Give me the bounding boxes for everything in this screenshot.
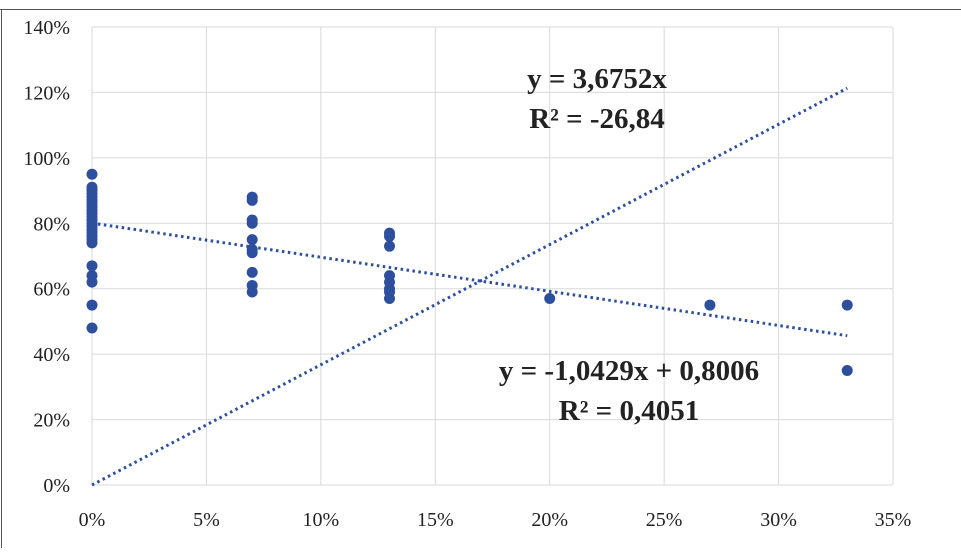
trendline-2-r2: R² = 0,4051 xyxy=(559,395,699,427)
y-tick-label-0: 0% xyxy=(43,475,70,497)
y-tick-label-4: 80% xyxy=(33,213,70,235)
data-point-42 xyxy=(544,293,556,305)
data-point-30 xyxy=(246,247,258,259)
grid xyxy=(91,26,894,486)
trendlines xyxy=(91,86,848,487)
data-point-33 xyxy=(246,286,258,298)
x-tick-label-7: 35% xyxy=(875,509,912,531)
data-points xyxy=(86,168,853,376)
y-tick-label-1: 20% xyxy=(33,410,70,432)
data-point-23 xyxy=(86,322,98,334)
data-point-0 xyxy=(86,168,98,180)
trendline-1-label: y = 3,6752x R² = -26,84 xyxy=(527,63,667,135)
x-tick-label-0: 0% xyxy=(79,509,106,531)
trendline-2-label: y = -1,0429x + 0,8006 R² = 0,4051 xyxy=(499,355,759,427)
x-tick-label-5: 25% xyxy=(646,509,683,531)
y-tick-label-3: 60% xyxy=(33,279,70,301)
trendline-2 xyxy=(91,221,848,338)
x-tick-label-4: 20% xyxy=(531,509,568,531)
data-point-31 xyxy=(246,266,258,278)
data-point-43 xyxy=(704,299,716,311)
data-point-25 xyxy=(246,194,258,206)
data-point-21 xyxy=(86,276,98,288)
data-point-41 xyxy=(384,293,396,305)
trendline-1 xyxy=(91,86,848,487)
y-tick-label-5: 100% xyxy=(23,148,70,170)
x-axis-tick-labels: 0% 5% 10% 15% 20% 25% 30% 35% xyxy=(79,509,912,531)
y-tick-label-2: 40% xyxy=(33,344,70,366)
trendline-1-r2: R² = -26,84 xyxy=(529,103,665,135)
y-tick-label-6: 120% xyxy=(23,82,70,104)
x-tick-label-1: 5% xyxy=(193,509,220,531)
y-axis-tick-labels: 0% 20% 40% 60% 80% 100% 120% 140% xyxy=(23,17,70,497)
data-point-45 xyxy=(841,365,853,376)
x-tick-label-2: 10% xyxy=(303,509,340,531)
data-point-44 xyxy=(841,299,853,311)
data-point-28 xyxy=(246,234,258,246)
trendline-2-equation: y = -1,0429x + 0,8006 xyxy=(499,355,759,387)
data-point-18 xyxy=(86,237,98,249)
data-point-35 xyxy=(384,230,396,242)
x-tick-label-6: 30% xyxy=(760,509,797,531)
x-tick-label-3: 15% xyxy=(417,509,454,531)
data-point-36 xyxy=(384,240,396,252)
data-point-27 xyxy=(246,217,258,229)
data-point-22 xyxy=(86,299,98,311)
data-point-19 xyxy=(86,260,98,272)
y-tick-label-7: 140% xyxy=(23,17,70,39)
trendline-1-equation: y = 3,6752x xyxy=(527,63,667,95)
